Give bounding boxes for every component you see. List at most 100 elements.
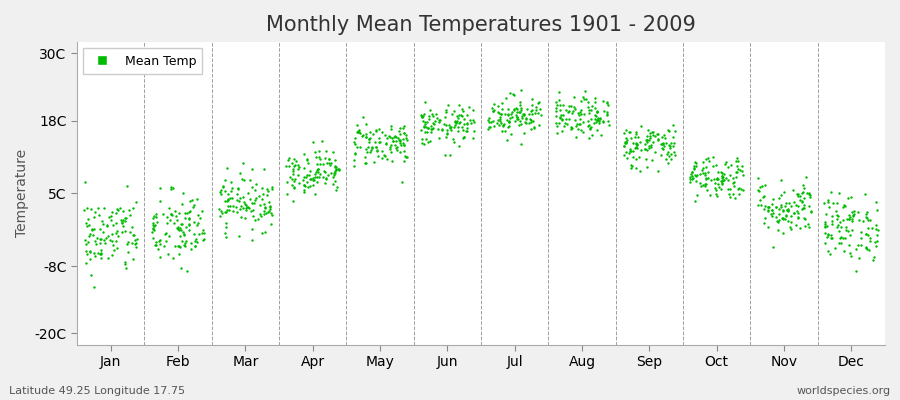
Point [177, 231, 192, 237]
Point [83, 247, 97, 254]
Point [667, 140, 681, 146]
Point [389, 137, 403, 144]
Point [596, 117, 610, 124]
Point [618, 139, 633, 145]
Point [184, 246, 198, 253]
Point [804, 209, 818, 215]
Point [96, 229, 111, 235]
Point [258, 210, 273, 216]
Point [640, 164, 654, 171]
Point [730, 168, 744, 175]
Point [662, 128, 677, 134]
Point [104, 252, 119, 258]
Point [567, 104, 581, 111]
Point [174, 265, 188, 271]
Point [328, 168, 342, 174]
Point [110, 245, 124, 252]
Point [773, 176, 788, 183]
Point [220, 197, 235, 203]
Point [158, 243, 172, 249]
Point [507, 92, 521, 98]
Point [288, 176, 302, 183]
Point [153, 198, 167, 204]
Point [642, 143, 656, 150]
Point [618, 126, 633, 133]
Point [328, 170, 342, 176]
Point [164, 184, 178, 190]
Point [465, 135, 480, 142]
Point [550, 122, 564, 129]
Point [706, 176, 721, 182]
Point [710, 180, 724, 187]
Point [177, 214, 192, 221]
Point [301, 160, 315, 166]
Point [577, 110, 591, 117]
Point [817, 200, 832, 206]
Point [146, 220, 160, 226]
Point [758, 215, 772, 221]
Point [751, 175, 765, 181]
Point [734, 186, 748, 192]
Point [100, 222, 114, 228]
Point [662, 153, 677, 160]
Point [151, 246, 166, 253]
Point [177, 232, 192, 239]
Point [190, 238, 204, 245]
Point [418, 136, 433, 142]
Point [456, 127, 471, 133]
Point [188, 242, 202, 249]
Point [392, 140, 407, 146]
Point [593, 114, 608, 121]
Point [637, 146, 652, 152]
Point [653, 151, 668, 158]
Point [417, 123, 431, 130]
Point [629, 145, 643, 151]
Point [185, 204, 200, 210]
Point [163, 216, 177, 223]
Point [585, 102, 599, 109]
Point [254, 212, 268, 219]
Point [651, 168, 665, 174]
Point [517, 130, 531, 136]
Point [87, 209, 102, 215]
Point [128, 237, 142, 244]
Point [581, 99, 596, 106]
Point [328, 156, 343, 163]
Point [91, 205, 105, 211]
Point [686, 175, 700, 181]
Point [590, 119, 604, 126]
Point [500, 137, 514, 144]
Point [770, 219, 785, 225]
Point [158, 231, 172, 237]
Point [212, 212, 227, 219]
Point [400, 137, 414, 143]
Point [503, 90, 517, 96]
Point [414, 126, 428, 133]
Point [238, 201, 252, 207]
Point [88, 238, 103, 244]
Point [869, 231, 884, 238]
Point [364, 147, 379, 154]
Point [766, 209, 780, 216]
Point [431, 126, 446, 132]
Point [568, 117, 582, 123]
Point [525, 102, 539, 108]
Point [439, 122, 454, 128]
Point [571, 120, 585, 127]
Point [502, 118, 517, 125]
Point [300, 179, 314, 185]
Point [321, 156, 336, 162]
Point [591, 118, 606, 125]
Point [265, 212, 279, 218]
Point [587, 120, 601, 126]
Point [860, 231, 874, 237]
Point [220, 164, 234, 171]
Point [481, 117, 495, 124]
Point [366, 159, 381, 165]
Point [824, 212, 839, 219]
Point [581, 118, 596, 125]
Point [392, 136, 406, 143]
Point [171, 243, 185, 250]
Point [358, 159, 373, 166]
Point [561, 109, 575, 115]
